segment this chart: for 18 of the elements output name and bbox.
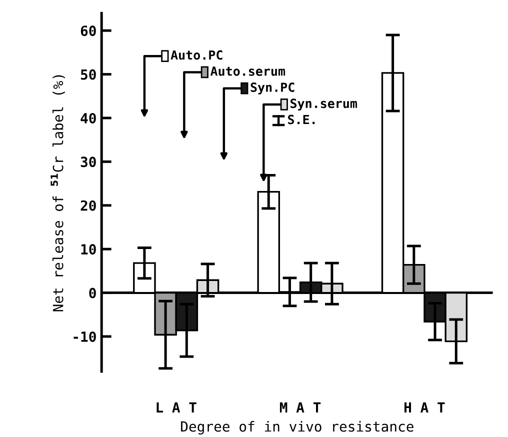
y-tick-label: 0 bbox=[89, 288, 96, 298]
legend-label: Auto.PC bbox=[170, 50, 222, 60]
y-tick-label: 10 bbox=[81, 244, 96, 255]
y-tick-label: 20 bbox=[80, 200, 96, 211]
legend-label: Syn.serum bbox=[290, 98, 357, 111]
x-tick-label: L A T bbox=[156, 402, 196, 413]
y-axis-title: Net release of $^{51}$Cr label (%) bbox=[50, 75, 65, 312]
legend-label: Syn.PC bbox=[250, 82, 294, 94]
y-tick-label: -10 bbox=[74, 331, 96, 342]
legend-label: Auto.serum bbox=[210, 66, 286, 76]
y-tick-label: 60 bbox=[80, 26, 96, 36]
y-tick-label: 50 bbox=[80, 69, 96, 80]
x-tick-label: M A T bbox=[280, 402, 321, 413]
x-tick-label: H A T bbox=[404, 402, 445, 413]
annotation: S.E. bbox=[288, 114, 315, 124]
x-axis-title: Degree of in vivo resistance bbox=[181, 421, 414, 435]
y-tick-label: 40 bbox=[80, 112, 96, 124]
y-tick-label: 30 bbox=[80, 156, 96, 168]
